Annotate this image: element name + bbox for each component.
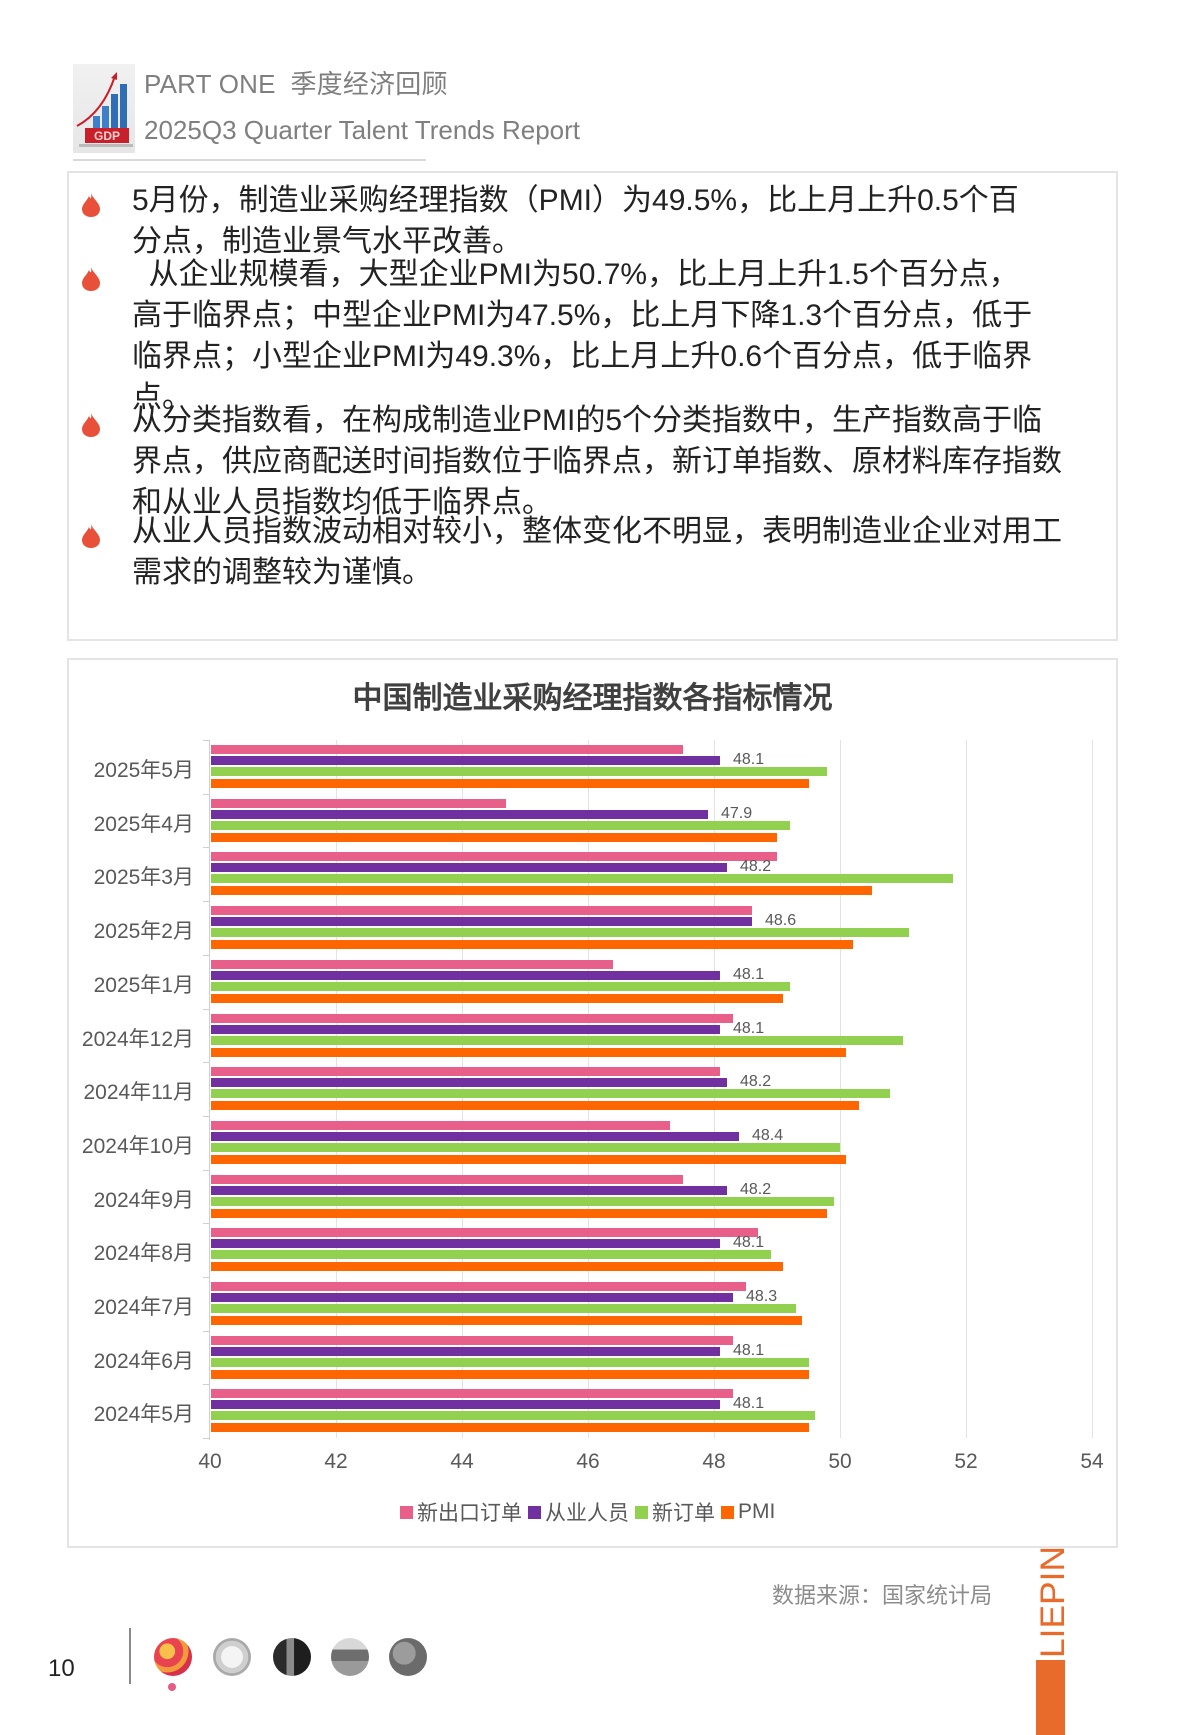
legend-item: 从业人员 bbox=[528, 1497, 629, 1527]
liepin-logo: LIEPIN bbox=[1030, 1545, 1072, 1661]
paragraph-line: 临界点；小型企业PMI为49.3%，比上月上升0.6个百分点，低于临界 bbox=[132, 340, 1033, 373]
footer-divider bbox=[129, 1628, 131, 1684]
data-source: 数据来源：国家统计局 bbox=[772, 1583, 993, 1608]
chart-legend: 新出口订单 从业人员 新订单 PMI bbox=[400, 1497, 781, 1527]
paragraph-line: 点。 bbox=[132, 381, 192, 414]
flame-bullet-icon bbox=[80, 266, 110, 297]
legend-label: 新订单 bbox=[652, 1502, 715, 1525]
page-number: 10 bbox=[48, 1655, 75, 1682]
chart-panel bbox=[67, 658, 1118, 1548]
thumb-map-icon[interactable] bbox=[389, 1638, 427, 1676]
category-axis bbox=[209, 740, 210, 1440]
legend-swatch-icon bbox=[721, 1505, 734, 1519]
bullet-paragraph: 从企业规模看，大型企业PMI为50.7%，比上月上升1.5个百分点， 高于临界点；… bbox=[132, 254, 1107, 418]
legend-swatch-icon bbox=[635, 1505, 648, 1519]
thumb-fruit-icon[interactable] bbox=[154, 1638, 192, 1676]
bullet-paragraph: 5月份，制造业采购经理指数（PMI）为49.5%，比上月上升0.5个百 分点，制造… bbox=[132, 180, 1107, 262]
flame-bullet-icon bbox=[80, 523, 110, 554]
legend-swatch-icon bbox=[400, 1505, 413, 1519]
paragraph-line: 界点，供应商配送时间指数位于临界点，新订单指数、原材料库存指数 bbox=[132, 445, 1062, 478]
flame-bullet-icon bbox=[80, 412, 110, 443]
thumb-street-icon[interactable] bbox=[273, 1638, 311, 1676]
chart-title: 中国制造业采购经理指数各指标情况 bbox=[352, 682, 833, 715]
section-label: PART ONE 季度经济回顾 bbox=[144, 69, 448, 99]
header-divider bbox=[73, 159, 426, 161]
flame-bullet-icon bbox=[80, 192, 110, 223]
paragraph-line: 从业人员指数波动相对较小，整体变化不明显，表明制造业企业对用工 bbox=[132, 515, 1062, 548]
paragraph-line: 5月份，制造业采购经理指数（PMI）为49.5%，比上月上升0.5个百 bbox=[132, 184, 1019, 217]
legend-item: PMI bbox=[721, 1500, 775, 1524]
bullet-paragraph: 从分类指数看，在构成制造业PMI的5个分类指数中，生产指数高于临 界点，供应商配送… bbox=[132, 400, 1107, 523]
paragraph-line: 从企业规模看，大型企业PMI为50.7%，比上月上升1.5个百分点， bbox=[132, 258, 1019, 291]
paragraph-line: 高于临界点；中型企业PMI为47.5%，比上月下降1.3个百分点，低于 bbox=[132, 299, 1033, 332]
summary-textbox bbox=[67, 171, 1118, 641]
paragraph-line: 从分类指数看，在构成制造业PMI的5个分类指数中，生产指数高于临 bbox=[132, 404, 1043, 437]
legend-label: PMI bbox=[738, 1500, 776, 1523]
bullet-paragraph: 从业人员指数波动相对较小，整体变化不明显，表明制造业企业对用工 需求的调整较为谨慎… bbox=[132, 511, 1107, 593]
legend-item: 新订单 bbox=[635, 1497, 715, 1527]
paragraph-line: 需求的调整较为谨慎。 bbox=[132, 556, 432, 589]
gdp-growth-icon: GDP bbox=[73, 64, 135, 153]
svg-text:GDP: GDP bbox=[94, 129, 120, 143]
active-page-indicator bbox=[168, 1683, 176, 1691]
svg-text:LIEPIN: LIEPIN bbox=[1034, 1546, 1070, 1658]
legend-label: 新出口订单 bbox=[417, 1502, 522, 1525]
legend-swatch-icon bbox=[528, 1505, 541, 1519]
paragraph-line: 分点，制造业景气水平改善。 bbox=[132, 225, 522, 258]
thumb-shirt-icon[interactable] bbox=[213, 1638, 251, 1676]
thumb-ship-icon[interactable] bbox=[331, 1638, 369, 1676]
summary-bullets: 5月份，制造业采购经理指数（PMI）为49.5%，比上月上升0.5个百 分点，制造… bbox=[67, 171, 1118, 641]
report-subtitle: 2025Q3 Quarter Talent Trends Report bbox=[144, 115, 580, 145]
legend-label: 从业人员 bbox=[545, 1502, 629, 1525]
legend-item: 新出口订单 bbox=[400, 1497, 522, 1527]
paragraph-line: 和从业人员指数均低于临界点。 bbox=[132, 486, 552, 519]
brand-bar bbox=[1036, 1660, 1065, 1735]
